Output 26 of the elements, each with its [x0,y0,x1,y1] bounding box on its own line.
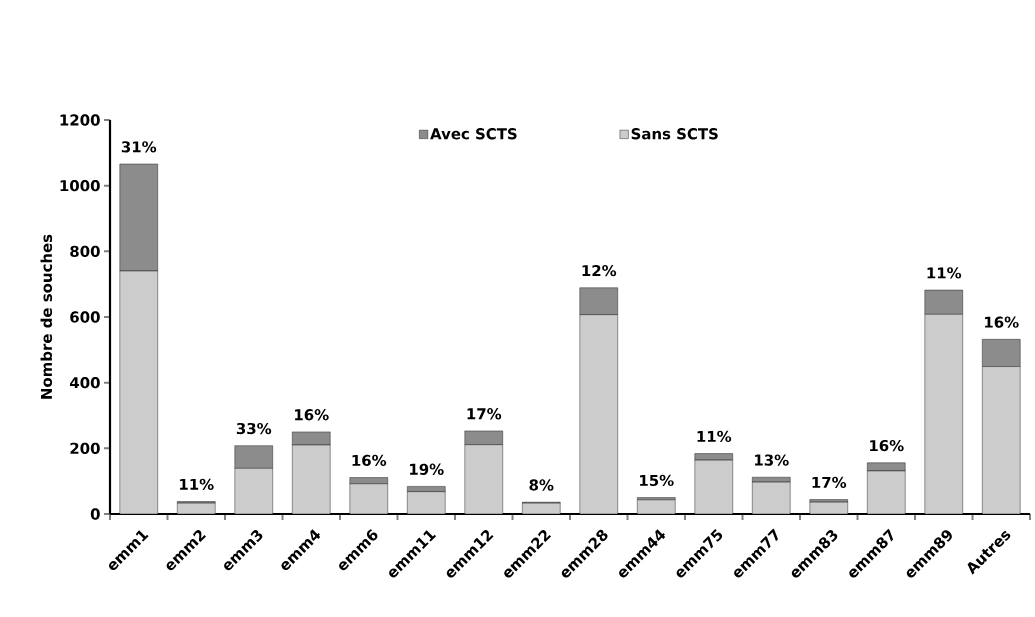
annotation: 13% [755,454,789,466]
annotation: 16% [870,439,904,452]
legend-label: Sans SCTS [631,128,718,140]
y-tick-label: 0 [90,508,100,520]
y-tick-label: 400 [69,377,100,389]
annotation: 31% [121,141,157,153]
annotation: 16% [985,316,1019,328]
annotation: 11% [697,430,732,443]
annotation: 16% [295,409,329,421]
y-tick-label: 600 [70,311,100,323]
legend-label: Avec SCTS [430,128,517,140]
y-tick-label: 200 [70,442,100,454]
annotation: 33% [236,422,272,435]
annotation: 11% [180,478,214,491]
annotation: 16% [352,454,387,467]
annotation: 12% [582,264,617,277]
y-tick-label: 1200 [60,114,100,126]
annotation: 17% [467,408,502,420]
annotation: 15% [640,474,674,487]
annotation: 17% [812,476,847,489]
annotation: 11% [927,267,962,279]
annotation: 19% [410,463,444,475]
y-tick-label: 800 [70,245,100,257]
annotation: 8% [529,479,554,491]
y-tick-label: 1000 [60,180,100,192]
y-axis-title: Nombre de souches [40,234,53,399]
